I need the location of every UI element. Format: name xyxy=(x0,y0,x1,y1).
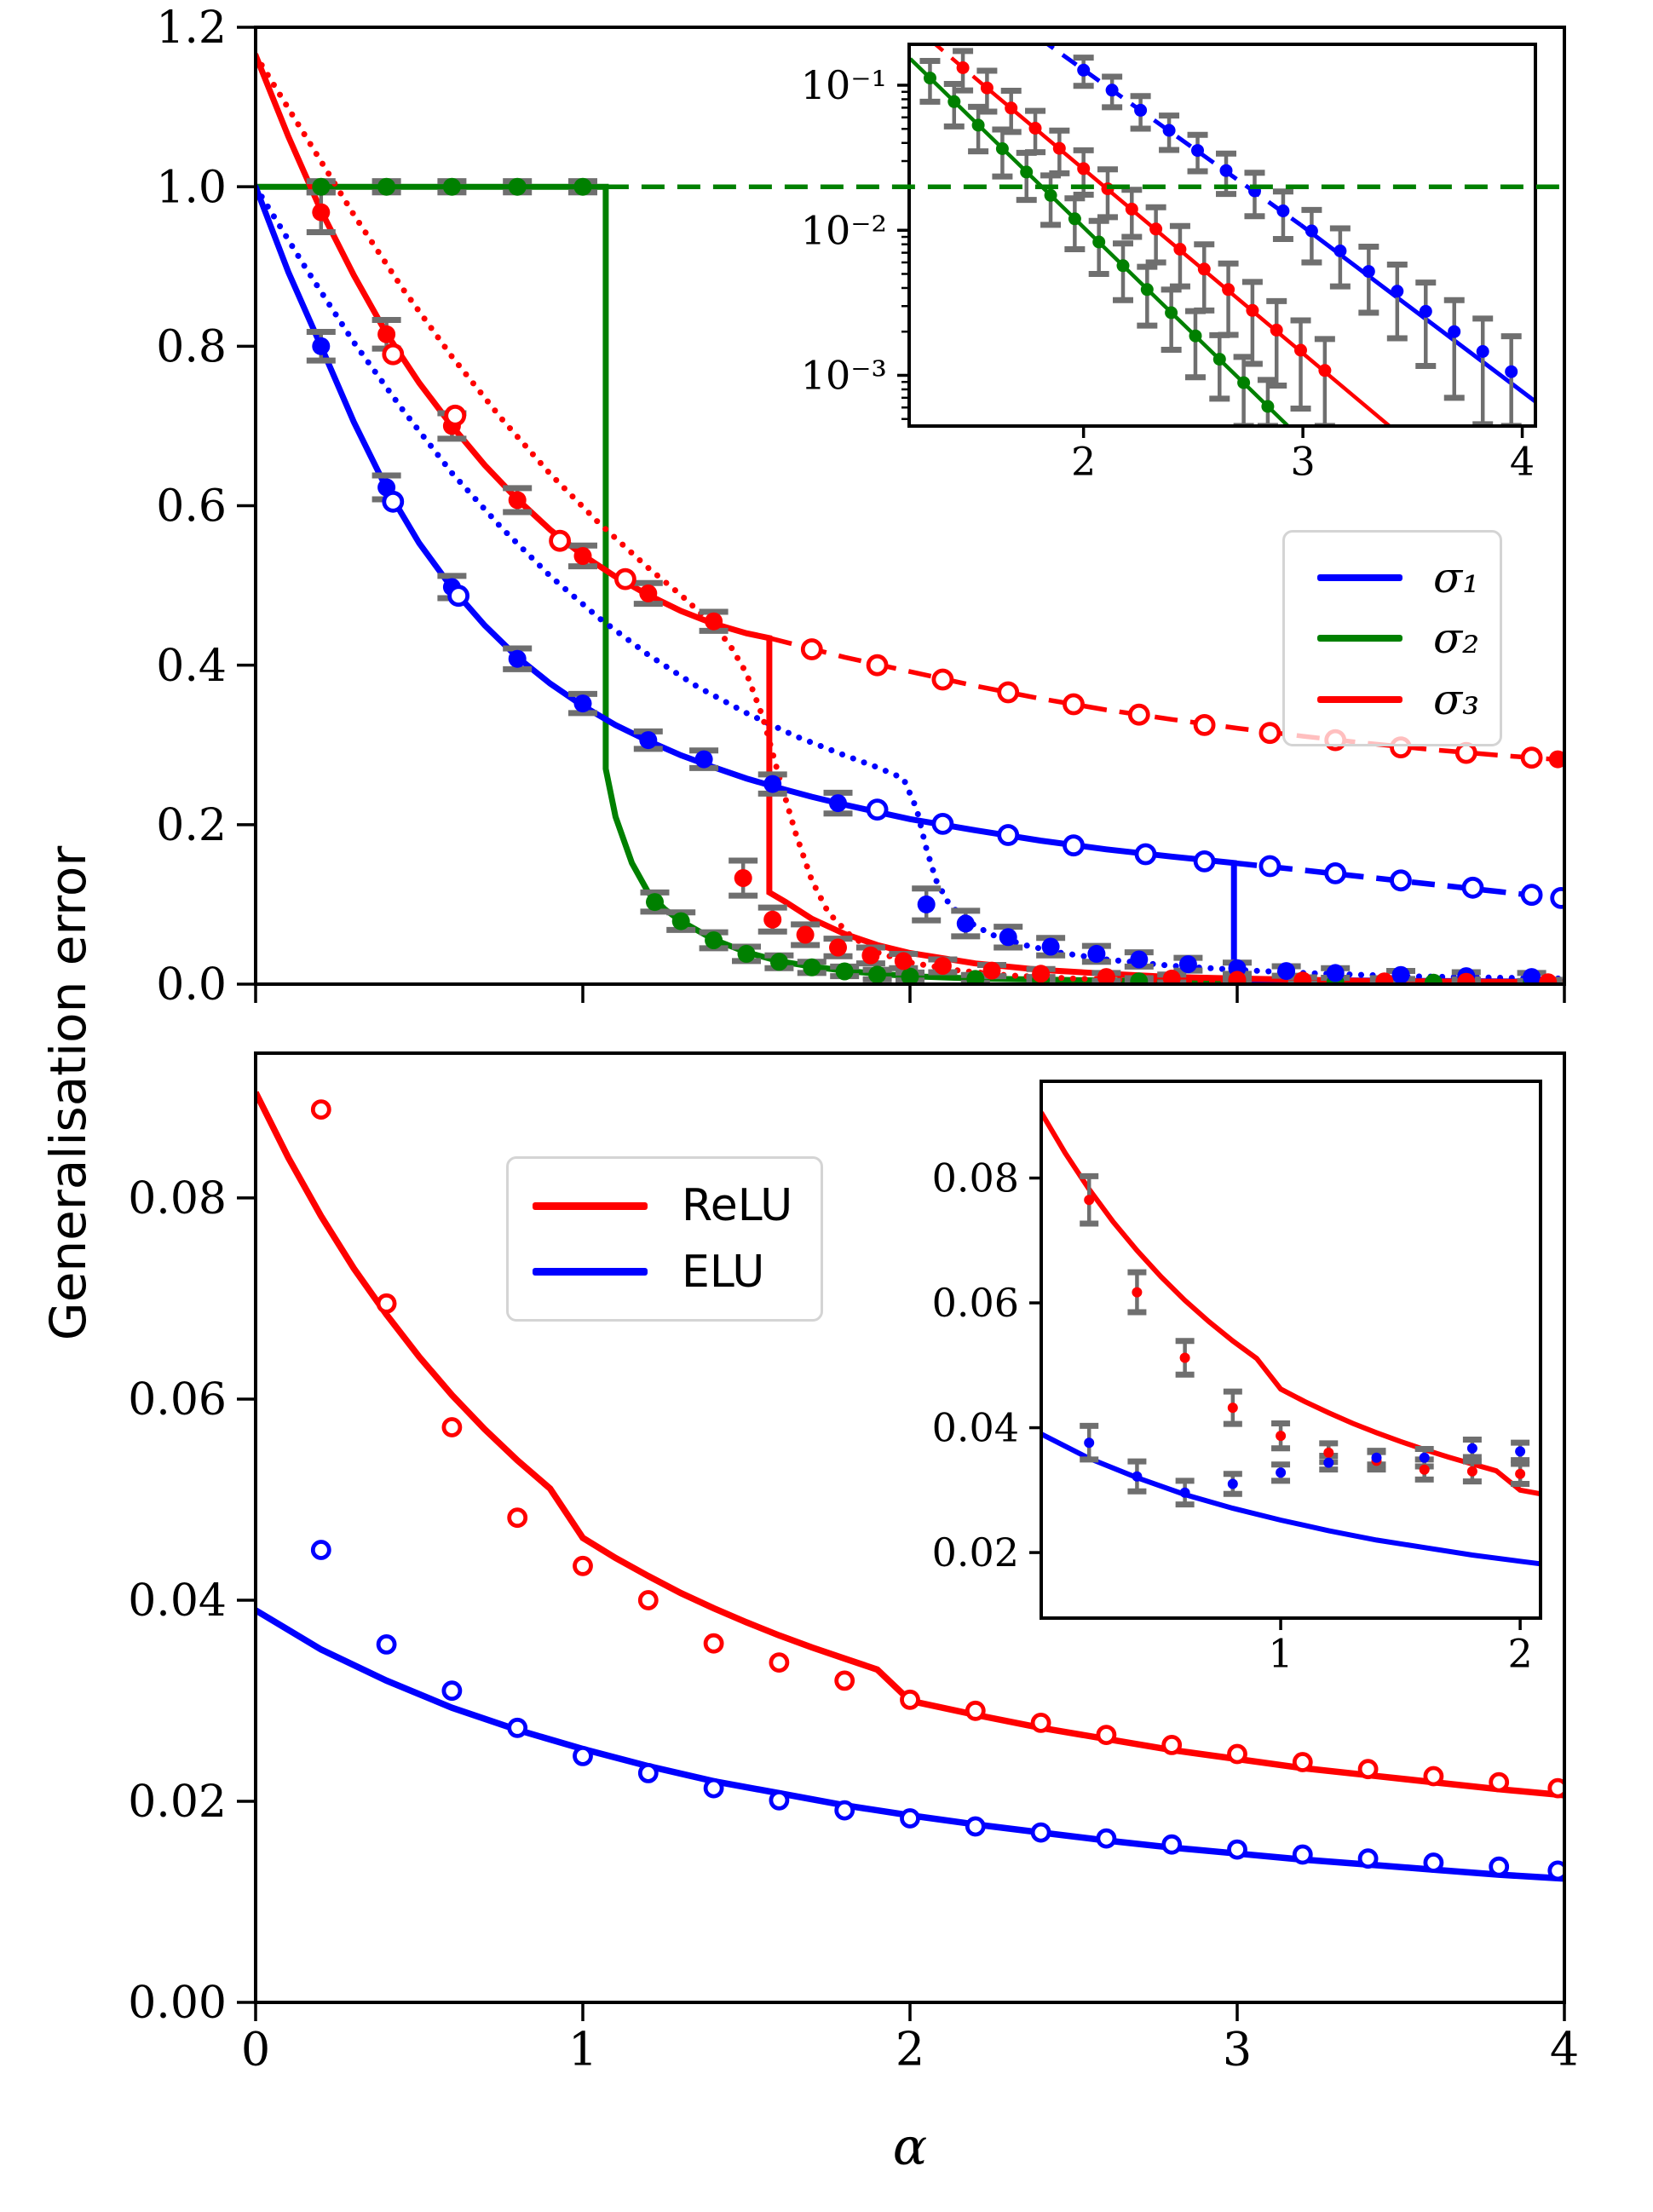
svg-text:0.06: 0.06 xyxy=(128,1374,227,1426)
markers-sigma3-amp-circles xyxy=(382,343,1543,769)
legend-row-elu: ELU xyxy=(533,1247,821,1298)
svg-text:2: 2 xyxy=(1507,1631,1532,1677)
panel-bottom-inset: 1 2 0.02 0.04 0.06 0.08 xyxy=(932,1080,1542,1677)
svg-text:4: 4 xyxy=(1550,2022,1579,2076)
series-sigma3-metastable xyxy=(769,636,1565,763)
svg-text:2: 2 xyxy=(896,2022,924,2076)
series-sigma3-log-dashed xyxy=(930,43,987,88)
svg-text:4: 4 xyxy=(1510,439,1535,485)
legend-line-sigma3 xyxy=(1317,695,1402,703)
panel-bottom-main: 0 1 2 3 4 0.00 0.02 0.04 0.06 0.08 xyxy=(128,1051,1579,2076)
markers-elu-sim-circles xyxy=(310,1540,1566,1881)
legend-row-sigma2: σ₂ xyxy=(1317,613,1500,663)
legend-label-sigma1: σ₁ xyxy=(1433,552,1480,602)
legend-row-sigma3: σ₃ xyxy=(1317,675,1500,724)
series-sigma1-metastable xyxy=(1233,860,1565,902)
x-axis-label: α xyxy=(892,2117,928,2177)
svg-text:10⁻¹: 10⁻¹ xyxy=(801,62,887,108)
svg-text:0.02: 0.02 xyxy=(128,1777,227,1828)
markers-sigma1-sim-dots xyxy=(312,337,1541,986)
svg-text:0.08: 0.08 xyxy=(932,1155,1019,1201)
svg-text:2: 2 xyxy=(1071,439,1096,485)
series-sigma1-informed-spinodal xyxy=(254,183,1566,982)
series-sigma2-theory xyxy=(256,183,1564,986)
legend-row-sigma1: σ₁ xyxy=(1317,553,1500,602)
series-elu-theory xyxy=(254,1607,1565,1882)
svg-text:1: 1 xyxy=(568,2022,597,2076)
svg-text:0.04: 0.04 xyxy=(128,1575,227,1627)
svg-text:0.04: 0.04 xyxy=(932,1405,1019,1451)
svg-text:3: 3 xyxy=(1223,2022,1252,2076)
panel-top-main: 0.0 0.2 0.4 0.6 0.8 1.0 1.2 xyxy=(156,3,1566,1011)
series-sigma1-theory xyxy=(254,185,1565,985)
svg-text:10⁻³: 10⁻³ xyxy=(801,353,887,399)
legend-label-sigma3: σ₃ xyxy=(1433,674,1480,724)
series-relu-theory-zoom xyxy=(1040,1111,1541,1497)
legend-row-relu: ReLU xyxy=(533,1180,821,1231)
legend-bottom: ReLU ELU xyxy=(506,1156,823,1322)
svg-text:0.8: 0.8 xyxy=(156,322,227,373)
svg-text:1: 1 xyxy=(1268,1631,1293,1677)
legend-label-relu: ReLU xyxy=(682,1180,793,1232)
svg-text:0.2: 0.2 xyxy=(156,800,227,851)
svg-text:0.0: 0.0 xyxy=(156,959,227,1011)
legend-line-relu xyxy=(533,1201,648,1210)
svg-text:1.0: 1.0 xyxy=(156,162,227,213)
legend-line-sigma1 xyxy=(1317,573,1402,581)
svg-text:0.6: 0.6 xyxy=(156,481,227,533)
svg-text:0.06: 0.06 xyxy=(932,1280,1019,1326)
panel-top-inset: 2 3 4 10⁻¹ 10⁻² 10⁻³ xyxy=(801,43,1537,485)
markers-sigma1-amp-circles xyxy=(382,490,1566,909)
svg-text:0.02: 0.02 xyxy=(932,1529,1019,1575)
markers-relu-sim-circles xyxy=(310,1099,1566,1799)
markers-sigma3-log-dots xyxy=(956,61,1332,377)
legend-label-elu: ELU xyxy=(682,1246,765,1298)
svg-text:0: 0 xyxy=(241,2022,270,2076)
svg-text:10⁻²: 10⁻² xyxy=(801,207,887,253)
legend-top: σ₁ σ₂ σ₃ xyxy=(1282,530,1502,746)
svg-text:0.4: 0.4 xyxy=(156,641,227,692)
markers-elu-zoom-dots xyxy=(1084,1437,1526,1498)
legend-label-sigma2: σ₂ xyxy=(1433,613,1480,663)
series-elu-theory-zoom xyxy=(1040,1431,1541,1567)
markers-sigma1-log-dots xyxy=(1077,63,1518,378)
y-axis-label: Generalisation error xyxy=(39,845,97,1341)
legend-line-sigma2 xyxy=(1317,635,1402,642)
legend-line-elu xyxy=(533,1268,648,1276)
svg-text:0.08: 0.08 xyxy=(128,1173,227,1224)
svg-text:1.2: 1.2 xyxy=(156,3,227,54)
svg-text:0.00: 0.00 xyxy=(128,1978,227,2029)
markers-sigma2-log-dots xyxy=(924,72,1275,413)
svg-text:3: 3 xyxy=(1290,439,1315,485)
